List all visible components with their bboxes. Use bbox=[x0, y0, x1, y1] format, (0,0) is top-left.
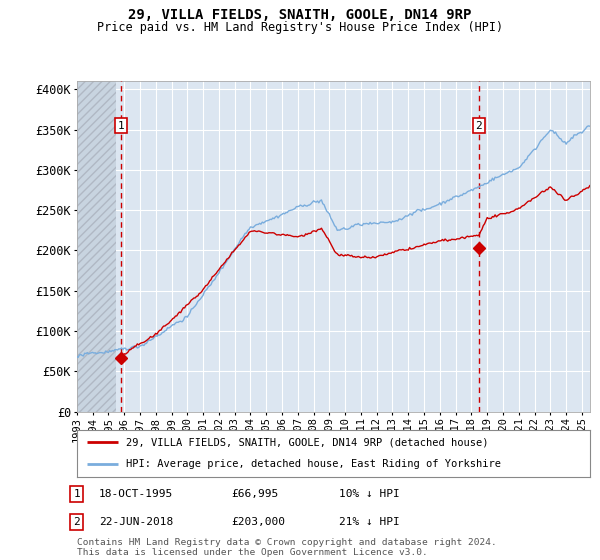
Text: £203,000: £203,000 bbox=[231, 517, 285, 527]
Text: £66,995: £66,995 bbox=[231, 489, 278, 499]
Text: 29, VILLA FIELDS, SNAITH, GOOLE, DN14 9RP: 29, VILLA FIELDS, SNAITH, GOOLE, DN14 9R… bbox=[128, 8, 472, 22]
Text: 1: 1 bbox=[118, 120, 124, 130]
Text: Price paid vs. HM Land Registry's House Price Index (HPI): Price paid vs. HM Land Registry's House … bbox=[97, 21, 503, 34]
Text: 10% ↓ HPI: 10% ↓ HPI bbox=[339, 489, 400, 499]
Text: 2: 2 bbox=[475, 120, 482, 130]
Text: 2: 2 bbox=[73, 517, 80, 527]
Text: 22-JUN-2018: 22-JUN-2018 bbox=[99, 517, 173, 527]
Text: 1: 1 bbox=[73, 489, 80, 499]
Text: 29, VILLA FIELDS, SNAITH, GOOLE, DN14 9RP (detached house): 29, VILLA FIELDS, SNAITH, GOOLE, DN14 9R… bbox=[125, 437, 488, 447]
Text: 18-OCT-1995: 18-OCT-1995 bbox=[99, 489, 173, 499]
Text: 21% ↓ HPI: 21% ↓ HPI bbox=[339, 517, 400, 527]
Text: Contains HM Land Registry data © Crown copyright and database right 2024.
This d: Contains HM Land Registry data © Crown c… bbox=[77, 538, 497, 557]
Text: HPI: Average price, detached house, East Riding of Yorkshire: HPI: Average price, detached house, East… bbox=[125, 459, 500, 469]
